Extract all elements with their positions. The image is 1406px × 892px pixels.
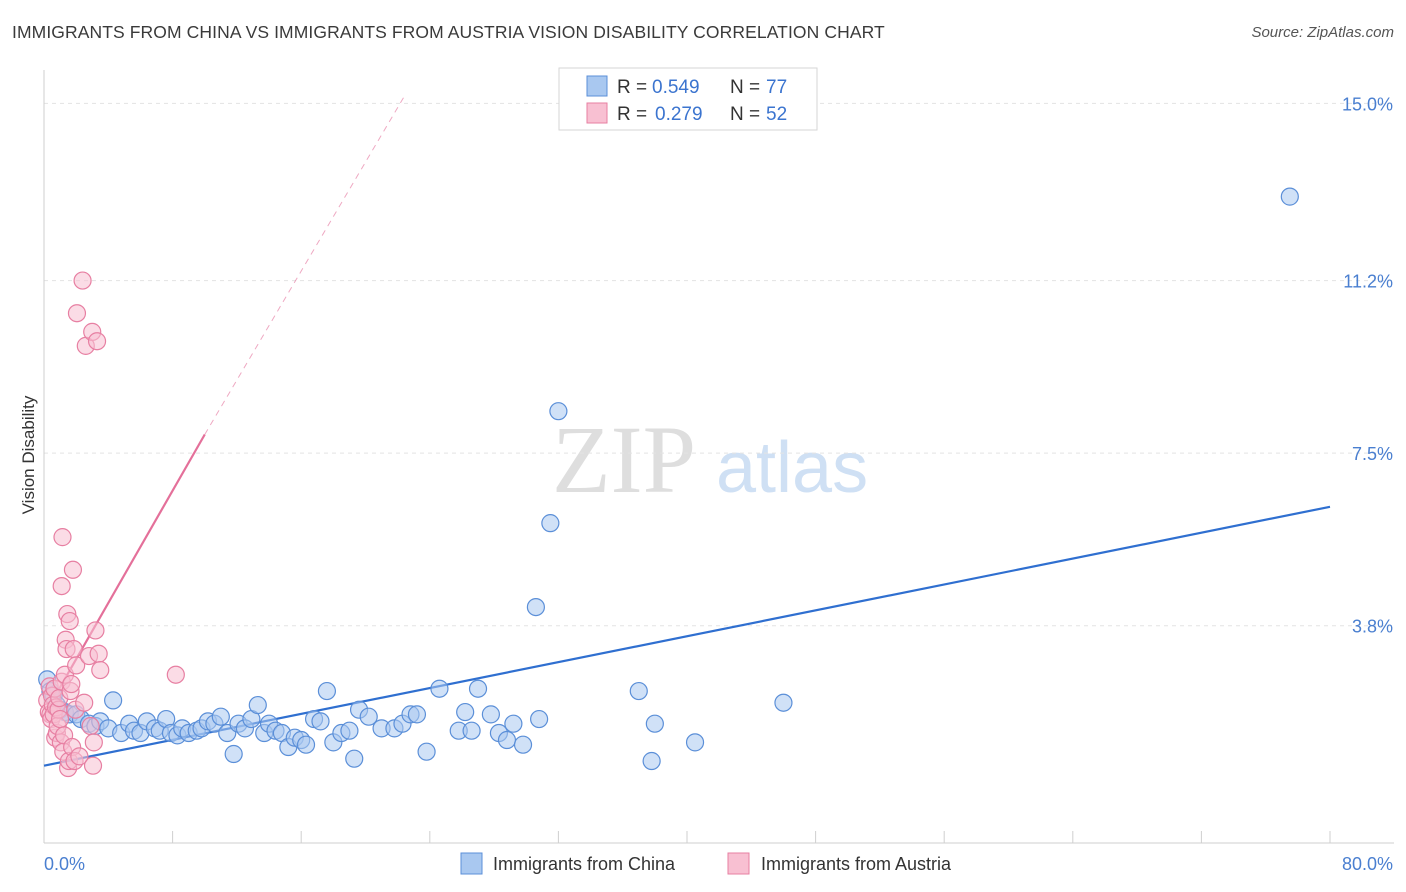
china-point-70 xyxy=(526,597,545,617)
legend-china-swatch xyxy=(586,75,608,97)
series-legend: Immigrants from China Immigrants from Au… xyxy=(460,852,952,875)
austria-point-51 xyxy=(84,733,103,752)
austria-point-50 xyxy=(166,665,185,684)
china-point-36 xyxy=(248,695,267,715)
china-point-68 xyxy=(504,714,523,733)
austria-point-15 xyxy=(50,709,70,729)
austria-point-46 xyxy=(86,621,105,640)
austria-point-36 xyxy=(67,656,86,675)
china-point-74 xyxy=(629,681,648,701)
y-tick-label-3: 15.0% xyxy=(1342,94,1393,114)
y-tick-label-0: 3.8% xyxy=(1352,617,1393,637)
austria-point-32 xyxy=(63,560,83,579)
china-point-46 xyxy=(311,712,330,731)
chart-source: Source: ZipAtlas.com xyxy=(1251,24,1394,41)
china-point-32 xyxy=(224,744,243,764)
bottom-legend-austria-label: Immigrants from Austria xyxy=(761,854,952,874)
y-tick-label-2: 11.2% xyxy=(1343,272,1393,292)
legend-china-r-label: R = xyxy=(617,77,647,98)
austria-point-40 xyxy=(75,693,94,712)
bottom-legend-china-label: Immigrants from China xyxy=(493,854,676,874)
china-point-64 xyxy=(468,679,488,698)
china-point-79 xyxy=(1280,187,1299,206)
china-point-72 xyxy=(541,514,560,533)
bottom-legend-china-swatch xyxy=(460,852,483,875)
austria-point-49 xyxy=(91,660,110,680)
china-point-58 xyxy=(407,705,427,724)
austria-point-33 xyxy=(64,639,83,659)
legend-china-n-value: 77 xyxy=(766,77,787,98)
legend-austria-n-label: N = xyxy=(730,104,760,125)
data-points xyxy=(38,187,1299,778)
austria-point-43 xyxy=(81,716,100,736)
china-point-13 xyxy=(104,691,123,710)
legend-austria-n-value: 52 xyxy=(766,104,787,125)
china-point-71 xyxy=(530,709,549,729)
austria-point-28 xyxy=(60,611,79,631)
legend-austria-swatch xyxy=(586,102,608,124)
china-point-51 xyxy=(345,749,364,768)
china-point-76 xyxy=(642,751,661,771)
watermark-zip: ZIP xyxy=(552,406,696,513)
x-tick-label-start: 0.0% xyxy=(44,854,85,874)
china-point-50 xyxy=(340,721,359,740)
watermark-atlas: atlas xyxy=(716,428,868,508)
legend-china-n-label: N = xyxy=(730,77,760,98)
china-point-67 xyxy=(497,730,517,750)
china-point-78 xyxy=(774,693,793,712)
china-point-30 xyxy=(211,707,230,726)
china-point-65 xyxy=(481,705,500,724)
x-tick-label-end: 80.0% xyxy=(1342,854,1393,874)
austria-point-18 xyxy=(52,576,71,596)
china-point-73 xyxy=(549,402,568,421)
austria-point-39 xyxy=(73,271,92,290)
china-point-69 xyxy=(513,735,533,754)
y-axis-label: Vision Disability xyxy=(19,395,38,514)
legend-china-r-value: 0.549 xyxy=(652,77,700,98)
legend-austria-r-value: 0.279 xyxy=(655,104,703,125)
austria-point-30 xyxy=(62,674,81,694)
austria-point-48 xyxy=(89,644,108,663)
china-point-47 xyxy=(317,681,337,701)
austria-point-37 xyxy=(67,304,87,323)
trend-line-austria-extension xyxy=(204,93,407,435)
bottom-legend-austria-swatch xyxy=(727,852,750,875)
austria-point-47 xyxy=(87,332,107,351)
china-point-77 xyxy=(685,733,705,752)
china-point-44 xyxy=(296,735,316,754)
correlation-legend: R = 0.549 N = 77 R = 0.279 N = 52 xyxy=(558,67,818,131)
legend-austria-r-label: R = xyxy=(617,104,647,125)
austria-point-45 xyxy=(83,756,103,775)
china-point-62 xyxy=(456,702,475,722)
tick-labels: 3.8% 7.5% 11.2% 15.0% 0.0% 80.0% xyxy=(44,94,1393,874)
china-point-75 xyxy=(645,714,664,733)
china-point-60 xyxy=(430,679,449,698)
china-point-59 xyxy=(417,742,436,761)
austria-point-38 xyxy=(70,747,89,766)
austria-point-19 xyxy=(53,528,72,547)
china-point-63 xyxy=(462,721,481,740)
chart-title: IMMIGRANTS FROM CHINA VS IMMIGRANTS FROM… xyxy=(12,22,885,42)
china-point-53 xyxy=(359,707,378,726)
y-tick-label-1: 7.5% xyxy=(1352,444,1393,464)
